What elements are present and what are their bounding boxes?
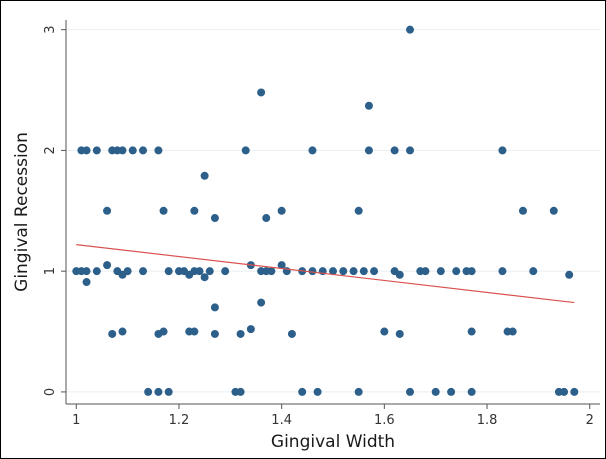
data-point-20 [160, 207, 168, 215]
y-tick-label-3: 3 [43, 26, 58, 34]
data-point-15 [391, 146, 399, 154]
data-point-24 [519, 207, 527, 215]
data-point-88 [509, 328, 517, 336]
x-axis-label: Gingival Width [271, 432, 395, 452]
data-point-17 [498, 146, 506, 154]
data-point-102 [560, 388, 568, 396]
data-point-23 [355, 207, 363, 215]
x-tick-label-0: 1 [72, 413, 80, 428]
data-point-57 [350, 267, 358, 275]
data-point-18 [201, 172, 209, 180]
data-point-56 [339, 267, 347, 275]
data-point-59 [370, 267, 378, 275]
data-point-4 [83, 146, 91, 154]
data-point-95 [314, 388, 322, 396]
data-point-74 [108, 330, 116, 338]
data-point-44 [201, 273, 209, 281]
y-tick-label-0: 0 [43, 388, 58, 396]
data-point-58 [360, 267, 368, 275]
data-point-19 [103, 207, 111, 215]
data-point-32 [103, 261, 111, 269]
data-point-8 [118, 146, 126, 154]
data-point-25 [550, 207, 558, 215]
x-tick-label-1: 1.2 [169, 413, 190, 428]
y-tick-label-2: 2 [43, 146, 58, 154]
data-point-103 [570, 388, 578, 396]
y-tick-label-1: 1 [43, 267, 58, 275]
data-point-31 [93, 267, 101, 275]
data-point-80 [211, 330, 219, 338]
data-point-81 [237, 330, 245, 338]
data-point-97 [406, 388, 414, 396]
data-point-21 [190, 207, 198, 215]
data-point-26 [211, 214, 219, 222]
data-point-2 [365, 102, 373, 110]
data-point-11 [154, 146, 162, 154]
data-point-84 [380, 328, 388, 336]
data-point-91 [165, 388, 173, 396]
data-point-94 [298, 388, 306, 396]
data-point-89 [144, 388, 152, 396]
data-point-99 [447, 388, 455, 396]
x-tick-label-3: 1.6 [374, 413, 395, 428]
data-point-45 [221, 267, 229, 275]
data-point-35 [124, 267, 132, 275]
x-tick-label-4: 1.8 [477, 413, 498, 428]
data-point-69 [529, 267, 537, 275]
data-point-22 [278, 207, 286, 215]
y-axis-label: Gingival Recession [12, 132, 32, 292]
data-point-90 [154, 388, 162, 396]
data-point-100 [468, 388, 476, 396]
data-point-98 [432, 388, 440, 396]
data-point-67 [468, 267, 476, 275]
x-tick-label-5: 2 [586, 413, 594, 428]
data-point-68 [498, 267, 506, 275]
data-point-75 [118, 328, 126, 336]
data-point-16 [406, 146, 414, 154]
data-point-37 [165, 267, 173, 275]
data-point-82 [247, 325, 255, 333]
x-tick-label-2: 1.4 [271, 413, 292, 428]
data-point-61 [396, 271, 404, 279]
data-point-63 [421, 267, 429, 275]
data-point-9 [129, 146, 137, 154]
data-point-83 [288, 330, 296, 338]
data-point-36 [139, 267, 147, 275]
data-point-14 [365, 146, 373, 154]
data-point-65 [452, 267, 460, 275]
data-point-79 [190, 328, 198, 336]
data-point-49 [267, 267, 275, 275]
data-point-12 [242, 146, 250, 154]
data-point-13 [308, 146, 316, 154]
data-point-70 [565, 271, 573, 279]
data-point-72 [257, 299, 265, 307]
data-point-10 [139, 146, 147, 154]
data-point-27 [262, 214, 270, 222]
data-point-1 [257, 88, 265, 96]
data-point-86 [468, 328, 476, 336]
data-point-96 [355, 388, 363, 396]
data-point-5 [93, 146, 101, 154]
data-point-71 [83, 278, 91, 286]
data-point-77 [160, 328, 168, 336]
data-point-64 [437, 267, 445, 275]
data-point-30 [83, 267, 91, 275]
data-point-85 [396, 330, 404, 338]
data-point-73 [211, 303, 219, 311]
data-point-0 [406, 26, 414, 34]
data-point-93 [237, 388, 245, 396]
